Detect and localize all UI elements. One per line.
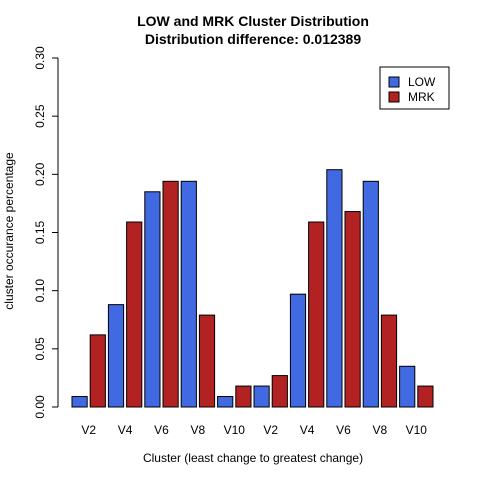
legend-label-low: LOW bbox=[408, 75, 436, 89]
bar-mrk bbox=[380, 314, 398, 408]
bars-group bbox=[71, 169, 434, 408]
x-tick-label: V8 bbox=[191, 423, 206, 437]
bar-mrk bbox=[271, 375, 288, 408]
legend-swatch-mrk bbox=[388, 91, 400, 103]
bar-low bbox=[362, 180, 379, 408]
bar-mrk bbox=[417, 385, 434, 408]
y-tick-label: 0.25 bbox=[33, 104, 47, 128]
bar-low bbox=[253, 385, 270, 408]
y-axis-label: cluster occurance percentage bbox=[2, 152, 16, 310]
x-tick-label: V2 bbox=[81, 423, 96, 437]
bar-low bbox=[326, 169, 343, 408]
y-tick-label: 0.15 bbox=[33, 220, 47, 244]
y-tick-label: 0.10 bbox=[33, 279, 47, 303]
bar-mrk bbox=[235, 385, 252, 408]
x-tick-labels: V2 V4 V6 V8 V10 V2 V4 V6 V8 V10 bbox=[81, 423, 427, 437]
bar-low bbox=[144, 191, 161, 408]
x-tick-label: V10 bbox=[224, 423, 246, 437]
bar-mrk bbox=[308, 221, 325, 408]
x-tick-label: V6 bbox=[336, 423, 351, 437]
bar-mrk bbox=[126, 221, 143, 408]
x-tick-label: V8 bbox=[373, 423, 388, 437]
bar-low bbox=[399, 365, 416, 408]
y-tick-label: 0.00 bbox=[33, 395, 47, 419]
bar-mrk bbox=[89, 334, 106, 408]
bar-low bbox=[289, 293, 307, 408]
x-tick-label: V6 bbox=[154, 423, 169, 437]
bar-mrk bbox=[198, 314, 216, 408]
y-tick-label: 0.30 bbox=[33, 46, 47, 70]
x-tick-label: V4 bbox=[300, 423, 315, 437]
x-axis-label: Cluster (least change to greatest change… bbox=[143, 451, 363, 465]
x-tick-label: V2 bbox=[263, 423, 278, 437]
bar-low bbox=[107, 304, 125, 408]
legend-label-mrk: MRK bbox=[408, 90, 435, 104]
bar-mrk bbox=[344, 211, 361, 408]
chart-subtitle: Distribution difference: 0.012389 bbox=[145, 31, 362, 47]
x-tick-label: V4 bbox=[118, 423, 133, 437]
bar-low bbox=[71, 396, 88, 408]
x-tick-label: V10 bbox=[406, 423, 428, 437]
chart-title: LOW and MRK Cluster Distribution bbox=[137, 13, 369, 29]
bar-low bbox=[217, 396, 234, 408]
y-tick-label: 0.05 bbox=[33, 337, 47, 361]
bar-mrk bbox=[162, 180, 179, 408]
y-tick-label: 0.20 bbox=[33, 162, 47, 186]
legend-swatch-low bbox=[388, 76, 400, 88]
y-axis: 0.00 0.05 0.10 0.15 0.20 0.25 0.30 bbox=[33, 46, 59, 419]
bar-low bbox=[180, 180, 197, 408]
